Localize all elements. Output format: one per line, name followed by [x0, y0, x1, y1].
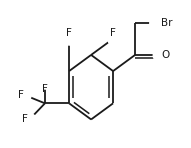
- Text: F: F: [110, 28, 116, 38]
- Text: F: F: [18, 90, 24, 100]
- Text: F: F: [42, 84, 48, 94]
- Text: O: O: [161, 50, 169, 60]
- Text: Br: Br: [161, 18, 172, 28]
- Text: F: F: [66, 28, 72, 38]
- Text: F: F: [23, 114, 28, 124]
